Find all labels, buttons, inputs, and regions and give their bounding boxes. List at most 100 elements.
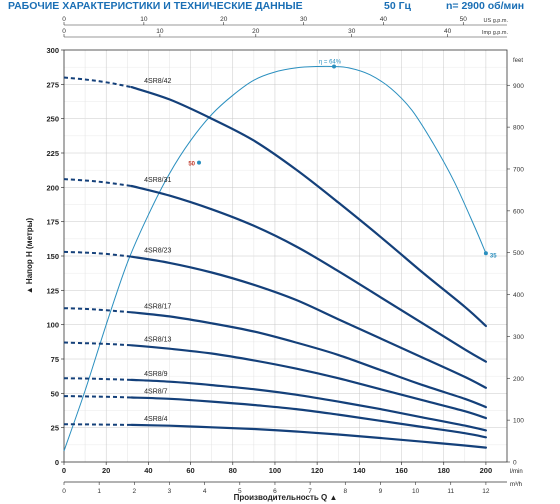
x-tick-label-m3h: 12 — [482, 488, 490, 495]
x-tick-label-m3h: 0 — [62, 488, 66, 495]
x-axis-label: Производительность Q ▲ — [234, 493, 338, 502]
feet-tick-label: 0 — [513, 460, 517, 467]
y-tick-label: 225 — [46, 149, 59, 158]
x-tick-label-m3h: 3 — [168, 488, 172, 495]
x-tick-label-m3h: 11 — [447, 488, 454, 495]
pump-curve-dashed-1 — [63, 178, 132, 187]
feet-tick-label: 800 — [513, 125, 524, 132]
pump-curve-dashed-7 — [63, 423, 132, 426]
efficiency-marker-label-35: 35 — [490, 253, 497, 259]
x-tick-label-lmin: 140 — [353, 466, 366, 475]
x-tick-label-lmin: 100 — [269, 466, 282, 475]
x-tick-label-m3h: 7 — [308, 488, 312, 495]
chart-header-speed: n= 2900 об/мин — [446, 0, 525, 12]
pump-curves — [63, 76, 487, 449]
pump-curve-2 — [130, 255, 487, 389]
feet-tick-label: 600 — [513, 208, 524, 215]
y-axis-label: ▲ Напор H (метры) — [25, 217, 34, 294]
top-axis-tick-label: 20 — [220, 16, 228, 23]
series-label-5: 4SR8/9 — [144, 371, 167, 378]
x-unit-m3h: m³/h — [510, 482, 522, 488]
x-tick-label-m3h: 6 — [273, 488, 277, 495]
x-tick-label-lmin: 40 — [144, 466, 152, 475]
top-axis-tick-label: 10 — [140, 16, 148, 23]
chart-labels: η = 64% 50 35 4SR8/42 4SR8/31 4SR8/23 4SR8/17 4… — [144, 59, 497, 422]
y-tick-label: 50 — [51, 389, 59, 398]
chart-header-frequency: 50 Гц — [384, 0, 412, 12]
x-tick-label-lmin: 120 — [311, 466, 324, 475]
y-tick-label: 275 — [46, 80, 59, 89]
feet-tick-label: 200 — [513, 376, 524, 383]
grid — [64, 50, 507, 462]
feet-tick-label: 400 — [513, 292, 524, 299]
pump-curve-dashed-2 — [63, 250, 132, 258]
pump-curve-5 — [130, 378, 487, 432]
pump-curve-3 — [130, 311, 487, 409]
feet-tick-label: 300 — [513, 334, 524, 341]
y-tick-label: 150 — [46, 252, 59, 261]
x-tick-label-lmin: 20 — [102, 466, 110, 475]
top-axis-tick-label: 10 — [156, 28, 164, 35]
top-axis-tick-label: 50 — [460, 16, 468, 23]
x-tick-label-m3h: 2 — [133, 488, 137, 495]
pump-curve-1 — [130, 184, 487, 363]
pump-curve-4 — [130, 344, 487, 420]
x-tick-label-lmin: 160 — [395, 466, 408, 475]
y-tick-label: 125 — [46, 286, 59, 295]
x-tick-label-lmin: 0 — [62, 466, 66, 475]
top-axis-tick-label: 30 — [300, 16, 308, 23]
pump-curve-dashed-4 — [63, 341, 132, 347]
series-label-7: 4SR8/4 — [144, 416, 167, 423]
top-axis-unit: Imp g.p.m. — [482, 30, 508, 36]
x-tick-label-lmin: 60 — [186, 466, 194, 475]
efficiency-curve — [63, 65, 487, 452]
x-unit-lmin: l/min — [510, 469, 523, 475]
x-tick-label-m3h: 10 — [412, 488, 420, 495]
feet-tick-label: 700 — [513, 166, 524, 173]
y-tick-label: 300 — [46, 46, 59, 55]
efficiency-marker — [197, 160, 202, 165]
top-axis-tick-label: 20 — [252, 28, 260, 35]
series-label-6: 4SR8/7 — [144, 388, 167, 395]
efficiency-marker — [483, 251, 488, 256]
feet-tick-label: 900 — [513, 83, 524, 90]
y-tick-label: 175 — [46, 218, 59, 227]
x-tick-label-m3h: 5 — [238, 488, 242, 495]
feet-unit: feet — [513, 58, 523, 64]
x-tick-label-m3h: 8 — [343, 488, 347, 495]
top-axis-unit: US g.p.m. — [484, 18, 509, 24]
y-tick-label: 200 — [46, 183, 59, 192]
x-tick-label-m3h: 1 — [97, 488, 101, 495]
feet-tick-label: 500 — [513, 250, 524, 257]
top-axis-tick-label: 40 — [380, 16, 388, 23]
pump-curve-7 — [130, 423, 487, 449]
efficiency-peak-label: η = 64% — [319, 59, 342, 65]
pump-curve-0 — [130, 86, 487, 328]
x-tick-label-lmin: 180 — [437, 466, 450, 475]
pump-curve-dashed-3 — [63, 307, 132, 314]
series-label-4: 4SR8/13 — [144, 336, 171, 343]
y-tick-label: 0 — [55, 458, 59, 467]
pump-curve-dashed-5 — [63, 377, 132, 381]
x-tick-label-m3h: 9 — [379, 488, 383, 495]
top-axis-tick-label: 0 — [62, 28, 66, 35]
efficiency-marker-label-50: 50 — [188, 162, 195, 168]
y-tick-label: 100 — [46, 321, 59, 330]
pump-curve-6 — [130, 396, 487, 439]
x-tick-label-lmin: 80 — [229, 466, 237, 475]
pump-curve-dashed-0 — [63, 76, 132, 89]
top-axis-tick-label: 40 — [444, 28, 452, 35]
y-tick-label: 25 — [51, 424, 59, 433]
feet-tick-label: 100 — [513, 418, 524, 425]
series-label-1: 4SR8/31 — [144, 177, 171, 184]
x-tick-label-lmin: 200 — [480, 466, 493, 475]
series-label-0: 4SR8/42 — [144, 78, 171, 85]
top-axis-tick-label: 0 — [62, 16, 66, 23]
y-tick-label: 250 — [46, 115, 59, 124]
x-tick-label-m3h: 4 — [203, 488, 207, 495]
top-axis-tick-label: 30 — [348, 28, 356, 35]
y-tick-label: 75 — [51, 355, 59, 364]
